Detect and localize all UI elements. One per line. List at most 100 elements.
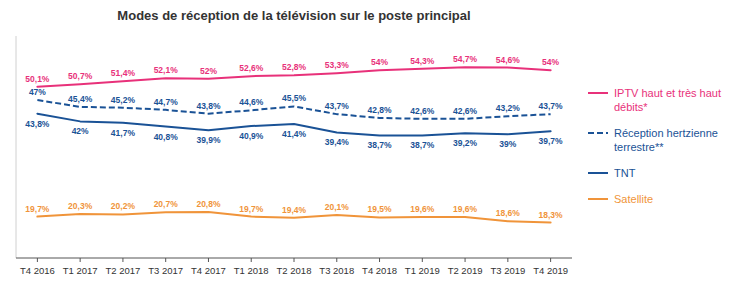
data-labels: 50,1% 50,7% 51,4% 52,1% 52% 52,6% 52,8% 53,3% 54… [25,54,563,219]
y-axis-line [16,36,17,258]
x-tick-label: T3 2018 [319,265,354,276]
x-tick-label: T4 2017 [191,265,226,276]
data-label: 20,3% [68,201,93,211]
data-label: 39% [499,139,516,149]
data-label: 54% [371,57,388,67]
x-tick [550,258,551,262]
x-tick-label: T1 2017 [63,265,98,276]
x-tick-label: T3 2019 [490,265,525,276]
data-label: 19,6% [453,204,478,214]
data-label: 39,7% [539,136,564,146]
legend-label-line: terrestre** [614,141,664,153]
marks [37,67,550,222]
data-label: 39,9% [196,135,221,145]
x-tick [507,258,508,262]
data-label: 53,3% [325,60,350,70]
legend-label-line: Réception hertzienne [614,127,718,139]
legend-swatch [588,172,608,174]
data-label: 42,6% [453,106,478,116]
x-tick [251,258,252,262]
data-label: 50,7% [68,71,93,81]
legend-swatch [588,92,608,94]
data-label: 20,8% [196,199,221,209]
x-tick [336,258,337,262]
x-tick [80,258,81,262]
data-label: 18,6% [496,208,521,218]
x-tick-label: T1 2018 [234,265,269,276]
data-label: 43,7% [325,101,350,111]
data-label: 44,7% [154,97,179,107]
legend-item: Réception hertzienne terrestre** [588,127,718,153]
x-tick [294,258,295,262]
legend-item: TNT [588,167,636,179]
x-tick [422,258,423,262]
legend-swatch [588,198,608,200]
data-label: 39,4% [325,137,350,147]
data-label: 54,3% [410,56,435,66]
legend-label: Réception hertzienne terrestre** [614,127,718,153]
x-tick [465,258,466,262]
data-label: 19,6% [410,204,435,214]
data-label: 19,4% [282,205,307,215]
x-tick [379,258,380,262]
data-label: 44,6% [239,97,264,107]
data-label: 51,4% [111,68,136,78]
data-label: 43,8% [25,119,50,129]
x-tick [122,258,123,262]
chart: Modes de réception de la télévision sur … [0,0,750,296]
x-tick [37,258,38,262]
data-label: 45,5% [282,93,307,103]
data-label: 18,3% [539,210,564,220]
x-tick-label: T1 2019 [405,265,440,276]
data-label: 47% [29,87,46,97]
data-label: 40,8% [154,132,179,142]
x-tick-label: T2 2017 [105,265,140,276]
data-label: 20,2% [111,201,136,211]
data-label: 39,2% [453,138,478,148]
data-label: 52% [200,66,217,76]
x-tick-label: T4 2019 [533,265,568,276]
data-label: 20,1% [325,202,350,212]
data-label: 54,6% [496,55,521,65]
legend-item: Satellite [588,193,653,205]
data-label: 42% [72,126,89,136]
legend-item: IPTV haut et très haut débits* [588,87,721,113]
data-label: 19,5% [367,204,392,214]
data-label: 38,7% [410,140,435,150]
legend-label-line: Satellite [614,193,653,205]
data-label: 20,7% [154,199,179,209]
data-label: 40,9% [239,131,264,141]
data-label: 43,8% [196,101,221,111]
data-label: 45,2% [111,95,136,105]
data-label: 50,1% [25,74,50,84]
data-label: 42,6% [410,106,435,116]
data-label: 38,7% [367,140,392,150]
x-tick-label: T4 2016 [20,265,55,276]
data-label: 54,7% [453,54,478,64]
data-label: 19,7% [25,204,50,214]
legend-swatch [588,132,608,134]
x-tick [165,258,166,262]
legend-label: IPTV haut et très haut débits* [614,87,721,113]
data-label: 43,2% [496,103,521,113]
data-label: 43,7% [539,101,564,111]
x-tick-label: T2 2019 [448,265,483,276]
title: Modes de réception de la télévision sur … [117,8,470,23]
x-tick-label: T4 2018 [362,265,397,276]
data-label: 42,8% [367,105,392,115]
data-label: 52,8% [282,62,307,72]
data-label: 41,7% [111,128,136,138]
legend-label: Satellite [614,193,653,205]
legend-label: TNT [614,167,636,179]
legend: IPTV haut et très haut débits* Réception h… [588,87,721,205]
x-tick [208,258,209,262]
legend-label-line: débits* [614,101,648,113]
data-label: 52,6% [239,63,264,73]
legend-label-line: IPTV haut et très haut [614,87,721,99]
data-label: 41,4% [282,129,307,139]
data-label: 52,1% [154,65,179,75]
legend-label-line: TNT [614,167,636,179]
data-label: 45,4% [68,94,93,104]
data-label: 54% [542,57,559,67]
x-axis: T4 2016T1 2017T2 2017T3 2017T4 2017T1 20… [20,258,568,276]
